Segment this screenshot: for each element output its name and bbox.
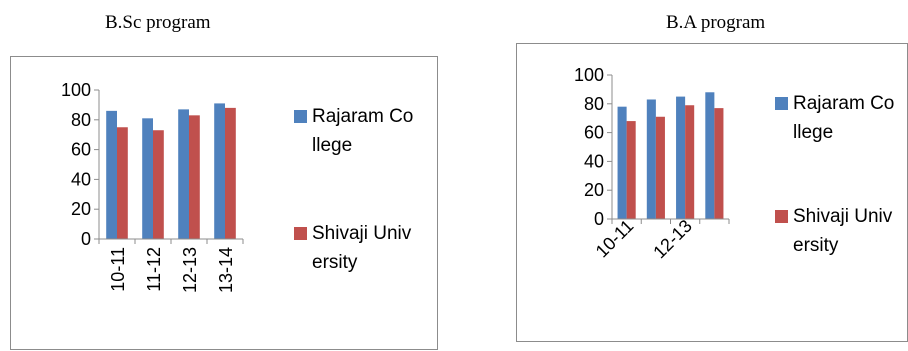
legend-label-shivaji: Shivaji University [312, 223, 412, 273]
x-tick-label: 12-13 [180, 247, 200, 293]
y-tick-label: 60 [584, 123, 604, 143]
legend-label-rajaram: Rajaram College [312, 106, 414, 156]
x-tick-label: 12-13 [649, 216, 696, 263]
bar-rajaram-11-12 [142, 118, 153, 239]
bar-shivaji-11-12 [655, 116, 665, 219]
bar-chart-bsc: 0 20 40 60 80 100 10-11 11-12 12-13 13-14 [61, 80, 244, 293]
bar-shivaji-12-13 [685, 105, 695, 219]
y-tick-label: 0 [81, 229, 91, 249]
bar-rajaram-11-12 [646, 99, 656, 219]
bar-rajaram-10-11 [617, 106, 627, 219]
bar-shivaji-12-13 [189, 115, 200, 239]
bar-shivaji-13-14 [714, 108, 724, 219]
y-tick-label: 80 [71, 110, 91, 130]
legend-item-rajaram: Rajaram College [775, 89, 895, 147]
chart-title-ba: B.A program [666, 12, 766, 33]
bar-rajaram-13-14 [214, 103, 225, 239]
legend-swatch-shivaji [775, 210, 788, 223]
bar-rajaram-13-14 [705, 92, 715, 219]
y-tick-label: 80 [584, 94, 604, 114]
legend-swatch-rajaram [775, 97, 788, 110]
chart-title-bsc: B.Sc program [105, 12, 211, 33]
bar-shivaji-10-11 [626, 121, 636, 219]
y-tick-label: 20 [584, 180, 604, 200]
legend-item-shivaji: Shivaji University [775, 202, 895, 260]
bar-rajaram-10-11 [106, 110, 117, 239]
legend-item-shivaji: Shivaji University [294, 219, 414, 277]
y-tick-label: 20 [71, 199, 91, 219]
legend-swatch-rajaram [294, 110, 307, 123]
y-tick-label: 40 [71, 169, 91, 189]
bar-shivaji-11-12 [153, 130, 164, 239]
y-tick-label: 100 [574, 65, 604, 85]
bar-shivaji-13-14 [225, 107, 236, 239]
x-tick-label: 13-14 [216, 247, 236, 293]
x-tick-label: 10-11 [108, 247, 128, 292]
legend-label-shivaji: Shivaji University [793, 206, 893, 256]
legend-swatch-shivaji [294, 227, 307, 240]
chart-frame-bsc: 0 20 40 60 80 100 10-11 11-12 12-13 13-14 Rajaram… [10, 56, 438, 350]
bar-shivaji-10-11 [117, 127, 128, 239]
chart-frame-ba: 0 20 40 60 80 100 10-11 12-13 Rajaram College S… [516, 43, 908, 342]
bar-rajaram-12-13 [676, 96, 686, 219]
y-tick-label: 0 [594, 209, 604, 229]
y-tick-label: 40 [584, 151, 604, 171]
legend-item-rajaram: Rajaram College [294, 102, 414, 160]
y-tick-label: 60 [71, 140, 91, 160]
y-tick-label: 100 [61, 80, 91, 100]
x-tick-label: 11-12 [144, 247, 164, 292]
legend-label-rajaram: Rajaram College [793, 93, 895, 143]
bar-rajaram-12-13 [178, 109, 189, 239]
